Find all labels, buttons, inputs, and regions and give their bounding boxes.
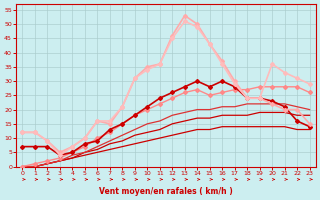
X-axis label: Vent moyen/en rafales ( km/h ): Vent moyen/en rafales ( km/h ) [99, 187, 233, 196]
